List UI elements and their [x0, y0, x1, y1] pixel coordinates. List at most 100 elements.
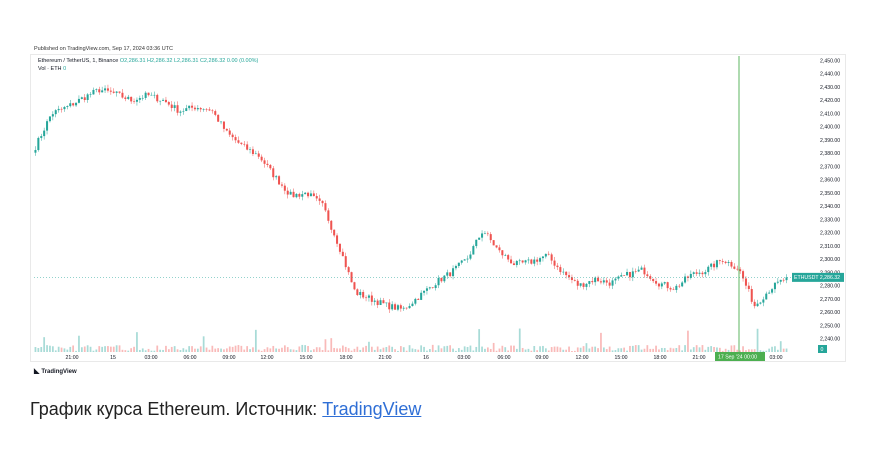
volume-bar	[138, 349, 141, 352]
candle-body	[672, 289, 675, 291]
caption-source-link[interactable]: TradingView	[322, 399, 422, 419]
candle-body	[330, 220, 333, 230]
volume-bar	[565, 349, 568, 352]
volume-bar	[141, 348, 144, 352]
candle-body	[286, 190, 289, 195]
volume-bar	[518, 328, 521, 352]
volume-bar	[785, 348, 788, 352]
candle-body	[124, 97, 127, 99]
volume-bar	[417, 349, 420, 352]
volume-bar	[710, 346, 713, 352]
volume-bar	[736, 349, 739, 352]
candle-body	[199, 108, 202, 110]
candle-body	[452, 268, 455, 277]
candle-body	[504, 255, 507, 256]
candle-body	[544, 253, 547, 257]
candle-body	[272, 168, 275, 178]
candle-body	[643, 267, 646, 275]
y-tick-label: 2,400.00	[820, 125, 840, 131]
volume-bar	[750, 349, 753, 352]
volume-bar	[681, 350, 684, 352]
candle-body	[486, 233, 489, 235]
y-tick-label: 2,340.00	[820, 204, 840, 210]
volume-bar	[504, 347, 507, 352]
candle-body	[106, 88, 109, 91]
volume-bar	[684, 345, 686, 352]
candle-body	[278, 176, 281, 185]
candle-body	[231, 134, 234, 138]
volume-bar	[359, 349, 362, 352]
candle-body	[498, 247, 501, 251]
candle-body	[730, 262, 733, 267]
volume-bar	[637, 345, 640, 352]
candle-body	[599, 281, 602, 283]
volume-bar	[707, 346, 710, 352]
candle-body	[521, 260, 524, 263]
volume-bar	[455, 350, 457, 352]
candle-body	[428, 287, 431, 289]
candle-body	[104, 88, 107, 91]
volume-bar	[730, 345, 733, 352]
candle-body	[46, 121, 49, 131]
candle-body	[620, 275, 623, 277]
candle-body	[614, 278, 617, 281]
volume-bar	[304, 345, 307, 352]
candle-body	[411, 303, 414, 306]
candle-body	[298, 193, 301, 197]
candle-body	[695, 272, 698, 274]
volume-bar	[370, 346, 373, 352]
volume-bar	[167, 349, 170, 352]
volume-bars	[34, 328, 788, 352]
x-tick-label: 18:00	[340, 355, 353, 361]
tradingview-logo[interactable]: ◣ TradingView	[34, 367, 77, 375]
y-tick-label: 2,260.00	[820, 310, 840, 316]
volume-bar	[356, 346, 359, 352]
candle-body	[518, 260, 521, 262]
candle-body	[733, 266, 736, 269]
candle-body	[637, 269, 640, 272]
volume-bar	[492, 342, 495, 352]
candle-body	[246, 144, 249, 150]
volume-bar	[127, 350, 130, 352]
volume-bar	[72, 345, 75, 352]
volume-bar	[46, 345, 48, 352]
volume-bar	[588, 348, 591, 352]
volume-bar	[771, 346, 773, 352]
candle-body	[367, 295, 370, 298]
candle-body	[130, 96, 133, 102]
volume-bar	[620, 348, 623, 352]
volume-bar	[634, 345, 637, 352]
chart-frame[interactable]	[30, 54, 846, 362]
volume-bar	[460, 349, 463, 352]
volume-bar	[443, 346, 446, 352]
volume-bar	[249, 349, 251, 352]
volume-bar	[312, 349, 315, 352]
volume-bar	[695, 345, 698, 352]
volume-bar	[602, 347, 605, 352]
volume-bar	[579, 347, 582, 352]
candle-body	[133, 101, 136, 103]
candle-body	[550, 254, 553, 261]
volume-legend: Vol · ETH 0	[38, 66, 66, 72]
volume-bar	[69, 346, 72, 352]
candle-body	[713, 263, 716, 268]
candles	[34, 84, 788, 313]
volume-bar	[107, 346, 109, 352]
volume-bar	[608, 346, 611, 352]
candle-body	[359, 291, 362, 296]
volume-bar	[217, 348, 220, 352]
volume-bar	[591, 346, 594, 352]
volume-bar	[347, 348, 350, 352]
volume-bar	[263, 349, 266, 352]
candle-body	[220, 121, 223, 123]
volume-tag-text: 0	[821, 347, 824, 353]
candle-body	[63, 106, 66, 110]
volume-bar	[449, 345, 452, 352]
candle-body	[565, 271, 568, 276]
candle-body	[782, 279, 785, 281]
price-tag-bg	[792, 272, 844, 282]
volume-bar	[594, 346, 597, 352]
candle-body	[747, 285, 750, 290]
volume-bar	[223, 349, 225, 352]
